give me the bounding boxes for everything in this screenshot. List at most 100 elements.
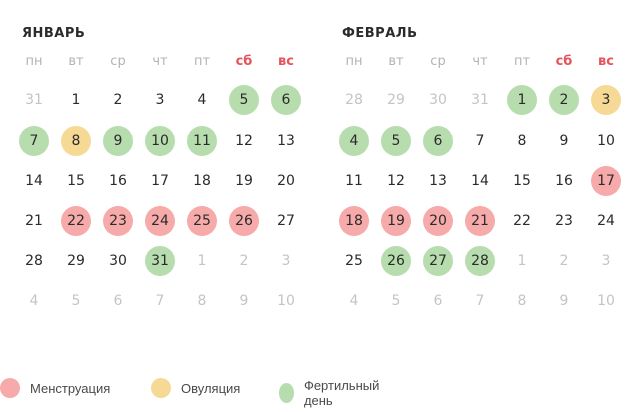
day-cell-other-month[interactable]: 10 [277, 293, 295, 309]
legend-label: Овуляция [181, 380, 241, 396]
day-cell[interactable]: 21 [465, 206, 495, 236]
day-cell[interactable]: 17 [151, 173, 169, 189]
day-cell-other-month[interactable]: 2 [239, 253, 249, 269]
day-cell[interactable]: 28 [25, 253, 43, 269]
weekday-header: вс [598, 54, 614, 69]
day-cell[interactable]: 3 [155, 92, 165, 108]
day-cell[interactable]: 12 [235, 133, 253, 149]
day-cell-other-month[interactable]: 7 [475, 293, 485, 309]
day-cell[interactable]: 5 [229, 85, 259, 115]
day-cell-other-month[interactable]: 5 [71, 293, 81, 309]
day-cell[interactable]: 18 [339, 206, 369, 236]
day-cell[interactable]: 12 [387, 173, 405, 189]
day-cell[interactable]: 21 [25, 213, 43, 229]
legend-label: Фертильный день [303, 378, 380, 408]
day-cell[interactable]: 24 [597, 213, 615, 229]
day-cell[interactable]: 4 [197, 92, 207, 108]
day-cell-other-month[interactable]: 6 [113, 293, 123, 309]
day-cell[interactable]: 22 [513, 213, 531, 229]
weekday-header: пт [193, 54, 211, 69]
day-cell-other-month[interactable]: 4 [349, 293, 359, 309]
weekday-header: пн [345, 54, 363, 69]
day-cell[interactable]: 7 [19, 126, 49, 156]
day-cell-other-month[interactable]: 3 [281, 253, 291, 269]
menstruation-dot-icon [0, 378, 20, 398]
day-cell[interactable]: 23 [555, 213, 573, 229]
day-cell-other-month[interactable]: 30 [429, 92, 447, 108]
day-cell[interactable]: 9 [559, 133, 569, 149]
day-cell[interactable]: 1 [507, 85, 537, 115]
day-cell[interactable]: 4 [339, 126, 369, 156]
day-cell[interactable]: 13 [277, 133, 295, 149]
day-cell[interactable]: 2 [113, 92, 123, 108]
day-cell[interactable]: 27 [277, 213, 295, 229]
day-cell[interactable]: 10 [597, 133, 615, 149]
day-cell[interactable]: 8 [517, 133, 527, 149]
day-cell-other-month[interactable]: 9 [559, 293, 569, 309]
day-cell-other-month[interactable]: 1 [197, 253, 207, 269]
day-cell-other-month[interactable]: 3 [601, 253, 611, 269]
day-cell[interactable]: 19 [381, 206, 411, 236]
weekday-header: пн [25, 54, 43, 69]
day-cell[interactable]: 28 [465, 246, 495, 276]
day-cell[interactable]: 6 [271, 85, 301, 115]
day-cell[interactable]: 19 [235, 173, 253, 189]
day-cell-other-month[interactable]: 31 [25, 92, 43, 108]
day-cell[interactable]: 29 [67, 253, 85, 269]
day-cell-other-month[interactable]: 10 [597, 293, 615, 309]
weekday-header: ср [110, 54, 126, 69]
day-cell[interactable]: 20 [277, 173, 295, 189]
day-cell[interactable]: 13 [429, 173, 447, 189]
day-cell-other-month[interactable]: 28 [345, 92, 363, 108]
day-cell[interactable]: 17 [591, 166, 621, 196]
day-cell[interactable]: 6 [423, 126, 453, 156]
weekday-header: вс [278, 54, 294, 69]
legend-item-fertile: Фертильный день [279, 378, 384, 408]
day-cell[interactable]: 25 [345, 253, 363, 269]
day-cell-other-month[interactable]: 9 [239, 293, 249, 309]
calendar-january: ЯНВАРЬ пн вт ср чт пт сб вс 31 1 2 3 4 5 6 7 8 9 10 11 12 13… [0, 0, 301, 330]
day-cell[interactable]: 16 [109, 173, 127, 189]
day-cell[interactable]: 11 [345, 173, 363, 189]
day-cell[interactable]: 22 [61, 206, 91, 236]
day-cell[interactable]: 9 [103, 126, 133, 156]
day-cell[interactable]: 30 [109, 253, 127, 269]
day-cell[interactable]: 14 [471, 173, 489, 189]
month-title: ЯНВАРЬ [22, 26, 86, 41]
day-cell[interactable]: 8 [61, 126, 91, 156]
day-cell[interactable]: 5 [381, 126, 411, 156]
weekday-header: ср [430, 54, 446, 69]
day-cell-other-month[interactable]: 31 [471, 92, 489, 108]
day-cell[interactable]: 24 [145, 206, 175, 236]
day-cell-other-month[interactable]: 5 [391, 293, 401, 309]
day-cell[interactable]: 3 [591, 85, 621, 115]
day-cell-other-month[interactable]: 29 [387, 92, 405, 108]
day-cell-other-month[interactable]: 1 [517, 253, 527, 269]
weekday-header: чт [152, 54, 168, 69]
day-cell[interactable]: 11 [187, 126, 217, 156]
day-cell-other-month[interactable]: 7 [155, 293, 165, 309]
day-cell[interactable]: 20 [423, 206, 453, 236]
day-cell[interactable]: 15 [67, 173, 85, 189]
day-cell-other-month[interactable]: 2 [559, 253, 569, 269]
day-cell-other-month[interactable]: 8 [197, 293, 207, 309]
day-cell[interactable]: 23 [103, 206, 133, 236]
day-cell[interactable]: 1 [71, 92, 81, 108]
day-cell[interactable]: 10 [145, 126, 175, 156]
day-cell-other-month[interactable]: 8 [517, 293, 527, 309]
day-cell[interactable]: 2 [549, 85, 579, 115]
day-cell[interactable]: 25 [187, 206, 217, 236]
day-cell[interactable]: 14 [25, 173, 43, 189]
weekday-header: сб [235, 54, 253, 69]
day-cell-other-month[interactable]: 4 [29, 293, 39, 309]
day-cell[interactable]: 18 [193, 173, 211, 189]
day-cell[interactable]: 16 [555, 173, 573, 189]
day-cell-other-month[interactable]: 6 [433, 293, 443, 309]
day-cell[interactable]: 26 [229, 206, 259, 236]
day-cell[interactable]: 7 [475, 133, 485, 149]
day-cell[interactable]: 31 [145, 246, 175, 276]
day-cell[interactable]: 27 [423, 246, 453, 276]
weekday-header: чт [472, 54, 488, 69]
day-cell[interactable]: 26 [381, 246, 411, 276]
day-cell[interactable]: 15 [513, 173, 531, 189]
